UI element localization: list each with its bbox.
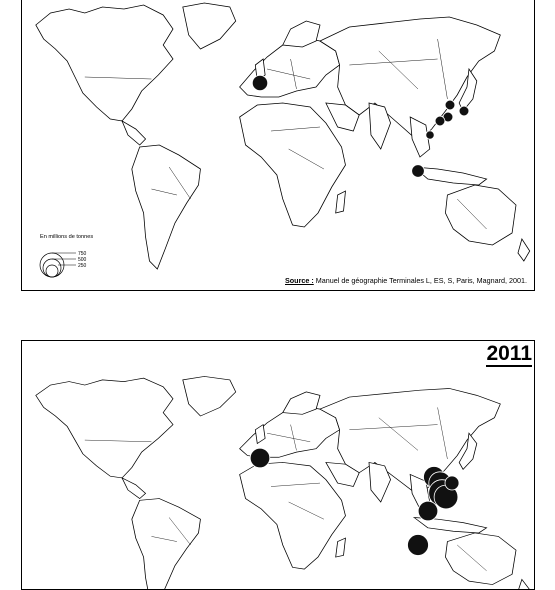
landmass-africa	[239, 462, 346, 570]
port-marker-hong-kong	[425, 130, 435, 140]
country-border	[437, 38, 448, 100]
port-marker-busan	[444, 475, 460, 491]
landmass-north-america	[35, 377, 174, 479]
landmass-arabia	[325, 102, 360, 132]
landmass-india	[368, 461, 391, 503]
landmass-greenland	[182, 2, 237, 50]
landmass-indochina	[409, 116, 431, 158]
landmass-greenland	[182, 376, 237, 417]
world-map-bottom	[35, 376, 530, 589]
landmass-india	[368, 102, 391, 150]
country-border	[151, 188, 177, 196]
country-border	[288, 501, 325, 520]
world-map-panel-top: 750 500 250 En millions de tonnes Source…	[21, 0, 535, 291]
country-border	[288, 148, 325, 170]
legend-value-750: 750	[78, 251, 87, 257]
landmass-south-america	[131, 144, 201, 270]
country-border	[349, 424, 438, 430]
world-map-panel-bottom: 2011	[21, 340, 535, 590]
port-marker-rotterdam	[251, 74, 269, 92]
port-marker-shanghai	[434, 115, 446, 127]
country-border	[267, 433, 311, 442]
source-label: Source :	[285, 276, 314, 285]
port-marker-nagoya	[444, 99, 456, 111]
port-marker-singapore	[411, 164, 425, 178]
landmass-north-america	[35, 4, 174, 122]
country-border	[290, 424, 297, 451]
country-border	[457, 544, 487, 571]
landmass-central-america	[121, 477, 147, 500]
landmass-asia	[319, 388, 501, 496]
country-border	[437, 407, 448, 460]
world-map-top	[35, 2, 531, 270]
port-marker-guangzhou	[417, 500, 439, 522]
landmass-arabia	[325, 462, 360, 487]
landmass-scandinavia	[282, 391, 321, 415]
country-border	[168, 517, 191, 546]
country-border	[349, 58, 438, 66]
landmass-australia	[445, 184, 517, 246]
source-caption: Source : Manuel de géographie Terminales…	[285, 276, 527, 285]
country-border	[151, 536, 177, 542]
landmass-new-zealand	[517, 238, 531, 262]
legend-value-250: 250	[78, 263, 87, 269]
legend: 750 500 250 En millions de tonnes	[36, 234, 126, 279]
landmass-asia	[319, 16, 501, 142]
country-border	[84, 439, 152, 442]
landmass-scandinavia	[282, 20, 321, 48]
country-border	[84, 76, 152, 80]
landmass-madagascar	[335, 190, 346, 214]
landmass-madagascar	[335, 537, 346, 558]
landmass-australia	[445, 532, 517, 585]
port-marker-rotterdam	[249, 447, 271, 469]
country-border	[290, 58, 297, 90]
landmass-indonesia	[412, 517, 488, 534]
landmass-central-america	[121, 120, 147, 146]
country-border	[267, 68, 311, 80]
legend-value-500: 500	[78, 257, 87, 263]
country-border	[270, 482, 321, 487]
country-border	[378, 417, 419, 451]
landmass-japan	[458, 432, 478, 470]
country-border	[378, 50, 419, 90]
port-marker-tokyo	[458, 105, 470, 117]
landmass-uk	[254, 423, 266, 445]
source-text: Manuel de géographie Terminales L, ES, S…	[313, 276, 527, 285]
legend-circles: 750 500 250	[39, 251, 87, 278]
landmass-new-zealand	[518, 578, 530, 589]
country-border	[168, 166, 191, 200]
country-border	[270, 126, 321, 132]
landmass-africa	[239, 102, 346, 228]
year-label: 2011	[486, 342, 532, 367]
landmass-indonesia	[412, 166, 488, 186]
port-marker-singapore	[407, 534, 429, 556]
country-border	[457, 198, 487, 230]
legend-title: En millions de tonnes	[40, 234, 94, 240]
